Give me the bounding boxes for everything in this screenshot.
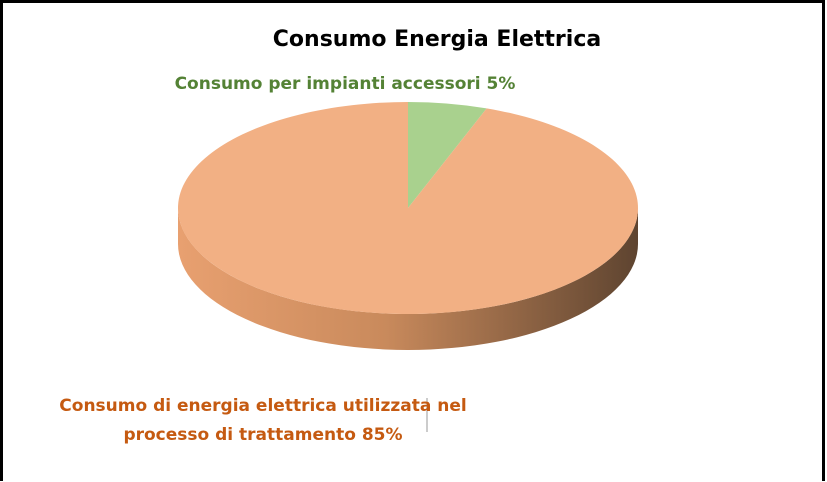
slice-label: Consumo per impianti accessori 5%: [110, 70, 580, 99]
pie-slice: [177, 102, 638, 315]
pie-slice: [408, 102, 487, 208]
category-label: Consumo di energia elettrica utilizzata …: [59, 396, 467, 445]
slice-label: Consumo di energia elettrica utilizzata …: [18, 392, 508, 450]
category-label: Consumo per impianti accessori: [174, 74, 481, 94]
pie-side: [178, 208, 638, 350]
value-label: 5%: [486, 74, 516, 94]
chart-title: Consumo Energia Elettrica: [273, 27, 601, 52]
value-label: 85%: [361, 425, 403, 445]
